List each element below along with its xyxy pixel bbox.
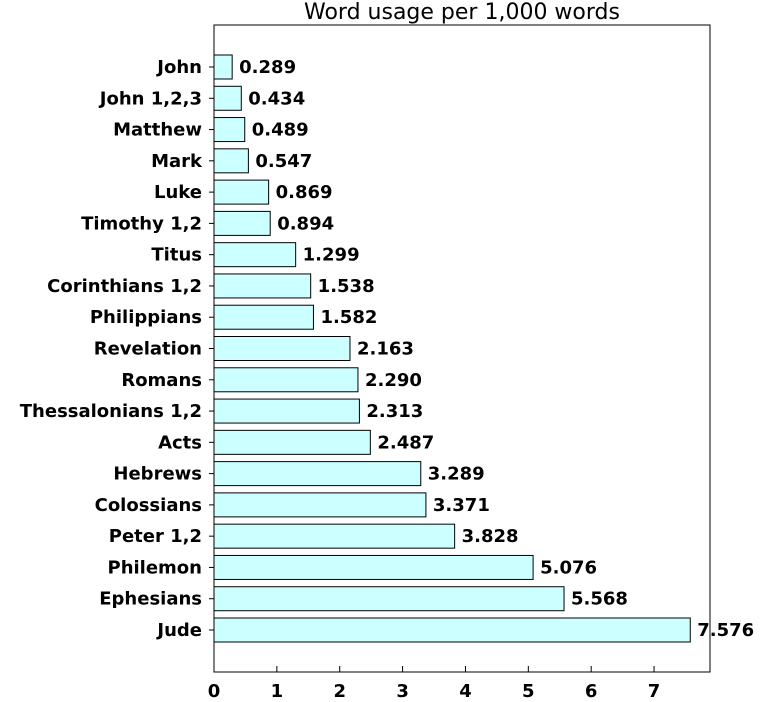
data-label: 0.289 <box>239 57 296 78</box>
data-label: 0.489 <box>252 120 309 141</box>
data-label: 2.290 <box>365 370 422 391</box>
bar <box>213 54 233 80</box>
data-label: 0.894 <box>277 213 334 234</box>
x-tick-label: 5 <box>522 681 535 702</box>
data-label: 0.869 <box>276 182 333 203</box>
bar <box>213 398 360 424</box>
category-label: Romans <box>121 370 202 391</box>
category-label: John <box>155 57 202 78</box>
bar <box>213 179 270 205</box>
category-label: Timothy 1,2 <box>81 213 202 234</box>
data-label: 7.576 <box>697 620 754 641</box>
bar <box>213 367 359 393</box>
bar <box>213 273 312 299</box>
chart-title: Word usage per 1,000 words <box>304 0 620 25</box>
data-label: 2.487 <box>377 432 434 453</box>
bar <box>213 336 351 361</box>
x-tick-label: 0 <box>208 681 221 702</box>
category-label: John 1,2,3 <box>98 88 202 109</box>
category-label: Luke <box>154 182 202 203</box>
category-label: Philemon <box>108 557 203 578</box>
bar <box>213 617 691 643</box>
category-label: Peter 1,2 <box>109 526 202 547</box>
bar <box>213 492 427 518</box>
data-label: 3.828 <box>462 526 519 547</box>
category-label: Philippians <box>90 307 202 328</box>
data-label: 2.163 <box>357 339 414 360</box>
x-tick-label: 1 <box>271 681 284 702</box>
category-label: Jude <box>155 620 202 641</box>
data-label: 0.547 <box>255 151 312 172</box>
category-label: Matthew <box>113 120 202 141</box>
data-label: 5.076 <box>540 557 597 578</box>
data-label: 0.434 <box>248 88 305 109</box>
data-label: 3.371 <box>433 495 490 516</box>
x-tick-label: 4 <box>459 681 472 702</box>
category-label: Thessalonians 1,2 <box>20 401 202 422</box>
x-tick-label: 2 <box>333 681 346 702</box>
data-label: 1.538 <box>318 276 375 297</box>
bar <box>213 117 246 143</box>
bar <box>213 242 297 268</box>
bar <box>213 148 249 174</box>
category-label: Mark <box>151 151 203 172</box>
bar <box>213 554 534 580</box>
bar <box>213 85 242 111</box>
data-label: 1.582 <box>320 307 377 328</box>
bar <box>213 210 271 236</box>
category-label: Acts <box>158 432 202 453</box>
x-tick-label: 3 <box>396 681 409 702</box>
category-label: Corinthians 1,2 <box>47 276 202 297</box>
category-label: Colossians <box>95 495 202 516</box>
data-label: 3.289 <box>428 464 485 485</box>
bar <box>213 523 456 549</box>
category-label: Titus <box>151 245 202 266</box>
data-label: 2.313 <box>366 401 423 422</box>
bar <box>213 429 371 455</box>
data-label: 5.568 <box>571 589 628 610</box>
bar <box>213 586 565 612</box>
data-label: 1.299 <box>303 245 360 266</box>
bar <box>213 304 314 330</box>
category-label: Ephesians <box>99 589 202 610</box>
x-tick-label: 6 <box>585 681 598 702</box>
x-tick-label: 7 <box>648 681 661 702</box>
category-label: Hebrews <box>113 464 202 485</box>
category-label: Revelation <box>94 339 202 360</box>
bar <box>213 461 422 487</box>
